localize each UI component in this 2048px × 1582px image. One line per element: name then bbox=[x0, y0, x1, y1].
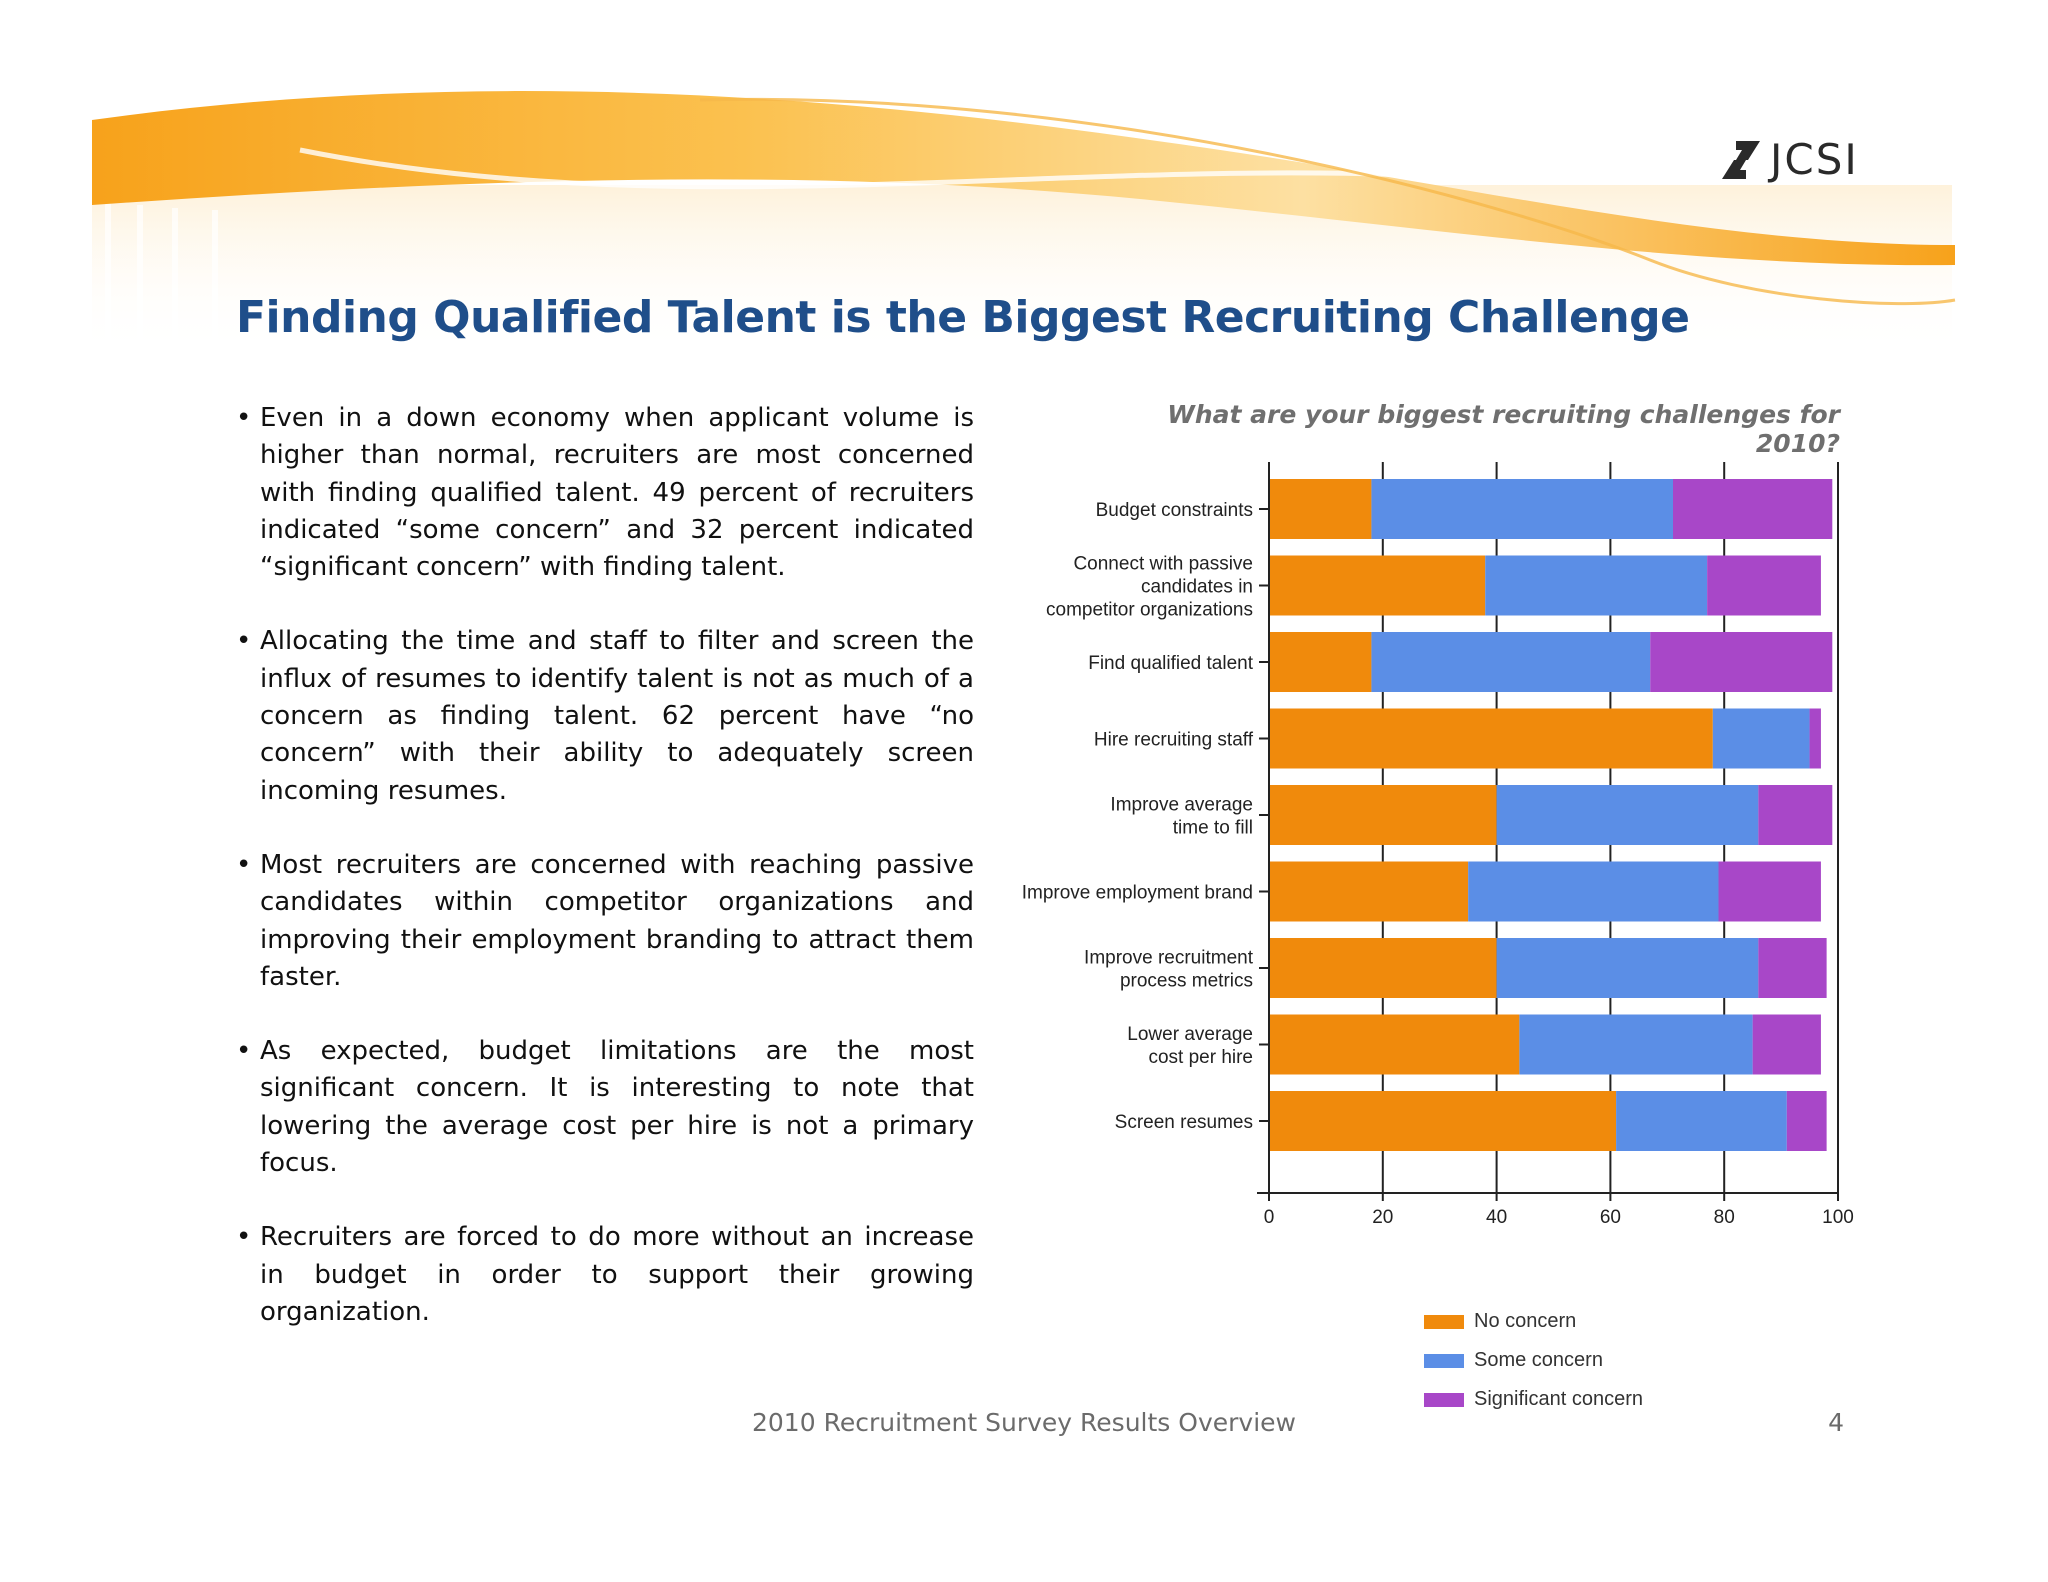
bar-segment bbox=[1269, 632, 1372, 692]
bar-segment bbox=[1650, 632, 1833, 692]
bar-segment bbox=[1496, 938, 1759, 998]
bar-segment bbox=[1371, 632, 1651, 692]
bar-segment bbox=[1269, 1091, 1617, 1151]
legend-label: Some concern bbox=[1474, 1349, 1603, 1371]
page-number: 4 bbox=[1828, 1408, 1844, 1437]
company-logo: JCSI bbox=[1718, 135, 1859, 185]
category-label: process metrics bbox=[1120, 971, 1253, 992]
bullet-item: Most recruiters are concerned with reach… bbox=[236, 847, 974, 996]
bar-segment bbox=[1712, 708, 1810, 769]
x-tick-label: 20 bbox=[1372, 1207, 1393, 1228]
bar-segment bbox=[1269, 1014, 1520, 1075]
bar-segment bbox=[1809, 708, 1821, 769]
stacked-bar-chart: Budget constraints Connect with passiveca… bbox=[1022, 462, 1854, 1228]
x-tick-label: 0 bbox=[1264, 1207, 1275, 1228]
logo-text: JCSI bbox=[1770, 135, 1859, 184]
bar-segment bbox=[1752, 1014, 1821, 1075]
bar-segment bbox=[1786, 1091, 1827, 1151]
x-tick-label: 60 bbox=[1600, 1207, 1621, 1228]
bar-segment bbox=[1269, 785, 1497, 845]
bullet-item: Even in a down economy when applicant vo… bbox=[236, 400, 974, 586]
jcsi-logo-mark-icon bbox=[1722, 141, 1760, 179]
category-label: Improve employment brand bbox=[1022, 883, 1253, 904]
category-label: Budget constraints bbox=[1096, 500, 1253, 521]
bar-segment bbox=[1269, 479, 1372, 539]
bullet-item: Allocating the time and staff to filter … bbox=[236, 623, 974, 809]
bar-segment bbox=[1519, 1014, 1753, 1075]
footer-text: 2010 Recruitment Survey Results Overview bbox=[752, 1408, 1296, 1437]
bar-segment bbox=[1758, 938, 1827, 998]
category-label: Improve average bbox=[1110, 795, 1253, 816]
bar-segment bbox=[1707, 555, 1821, 616]
bar-segment bbox=[1758, 785, 1833, 845]
bar-segment bbox=[1269, 708, 1713, 769]
category-label: time to fill bbox=[1173, 818, 1253, 839]
category-label: candidates in bbox=[1141, 577, 1253, 598]
bullet-item: Recruiters are forced to do more without… bbox=[236, 1219, 974, 1331]
bar-segment bbox=[1672, 479, 1833, 539]
legend-swatch bbox=[1424, 1353, 1464, 1368]
x-tick-label: 100 bbox=[1822, 1207, 1854, 1228]
chart-legend: No concern Some concern Significant conc… bbox=[1424, 1302, 1643, 1419]
bar-segment bbox=[1468, 861, 1719, 922]
legend-label: No concern bbox=[1474, 1310, 1577, 1332]
category-label: Connect with passive bbox=[1073, 554, 1253, 575]
header-banner-swoosh bbox=[92, 91, 1956, 355]
category-label: competitor organizations bbox=[1046, 600, 1253, 621]
bar-segment bbox=[1371, 479, 1673, 539]
bar-segment bbox=[1485, 555, 1708, 616]
bar-segment bbox=[1269, 555, 1486, 616]
bar-segment bbox=[1269, 938, 1497, 998]
bullet-list: Even in a down economy when applicant vo… bbox=[236, 400, 974, 1368]
legend-swatch bbox=[1424, 1314, 1464, 1329]
chart-question: What are your biggest recruiting challen… bbox=[1167, 400, 1840, 458]
category-label: Find qualified talent bbox=[1088, 653, 1253, 674]
x-tick-label: 80 bbox=[1714, 1207, 1735, 1228]
legend-item: Some concern bbox=[1424, 1341, 1643, 1380]
x-tick-label: 40 bbox=[1486, 1207, 1507, 1228]
legend-swatch bbox=[1424, 1392, 1464, 1407]
bar-segment bbox=[1269, 861, 1469, 922]
legend-label: Significant concern bbox=[1474, 1388, 1643, 1410]
category-label: Lower average bbox=[1127, 1024, 1253, 1045]
category-label: Improve recruitment bbox=[1084, 948, 1254, 969]
bar-segment bbox=[1496, 785, 1759, 845]
category-label: cost per hire bbox=[1148, 1047, 1253, 1068]
legend-item: Significant concern bbox=[1424, 1380, 1643, 1419]
category-label: Screen resumes bbox=[1115, 1112, 1253, 1133]
bar-segment bbox=[1718, 861, 1821, 922]
page-title: Finding Qualified Talent is the Biggest … bbox=[236, 292, 1690, 343]
bullet-item: As expected, budget limitations are the … bbox=[236, 1033, 974, 1182]
bar-segment bbox=[1616, 1091, 1787, 1151]
category-label: Hire recruiting staff bbox=[1094, 730, 1254, 751]
legend-item: No concern bbox=[1424, 1302, 1643, 1341]
